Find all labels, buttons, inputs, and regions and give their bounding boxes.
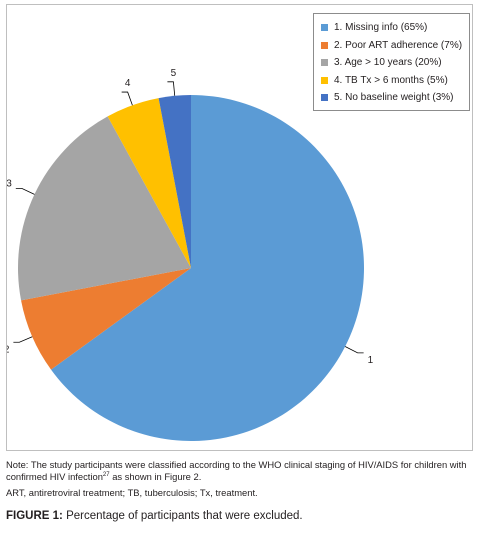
legend-label-1: 1. Missing info (65%): [334, 22, 428, 34]
legend-swatch-3: [321, 59, 328, 67]
chart-frame: 1 2 3 4 5 1. Missing info (65%) 2. Poor ART a…: [6, 4, 473, 451]
note-line-2: ART, antiretroviral treatment; TB, tuber…: [6, 487, 258, 498]
slice-label-4: 4: [125, 78, 131, 89]
legend-label-3: 3. Age > 10 years (20%): [334, 57, 442, 69]
legend-swatch-1: [321, 24, 328, 32]
legend: 1. Missing info (65%) 2. Poor ART adheren…: [313, 13, 470, 111]
figure-caption: FIGURE 1: Percentage of participants tha…: [6, 510, 303, 522]
legend-item-5: 5. No baseline weight (3%): [321, 89, 469, 107]
slice-label-2: 2: [7, 344, 10, 355]
leader-line-5: [167, 81, 176, 96]
pie-slice-3: [17, 116, 191, 301]
citation-superscript: 27: [102, 471, 110, 478]
leader-line-3: [15, 187, 35, 195]
pie-slice-4: [107, 98, 191, 269]
pie-slice-5: [158, 95, 191, 268]
legend-label-4: 4. TB Tx > 6 months (5%): [334, 74, 448, 86]
pie-slice-2: [21, 268, 192, 370]
pie-chart: 1 2 3 4 5: [7, 68, 374, 442]
slice-label-3: 3: [7, 178, 12, 189]
legend-item-2: 2. Poor ART adherence (7%): [321, 37, 469, 55]
legend-swatch-2: [321, 41, 328, 49]
leader-line-1: [344, 346, 364, 354]
slice-label-1: 1: [368, 355, 374, 366]
legend-swatch-4: [321, 76, 328, 84]
leader-line-2: [13, 336, 33, 343]
slice-label-5: 5: [171, 68, 177, 79]
legend-item-3: 3. Age > 10 years (20%): [321, 54, 469, 72]
legend-label-2: 2. Poor ART adherence (7%): [334, 39, 463, 51]
legend-label-5: 5. No baseline weight (3%): [334, 92, 454, 104]
legend-item-1: 1. Missing info (65%): [321, 19, 469, 37]
note-line-1: Note: The study participants were classi…: [6, 459, 467, 482]
caption-label: FIGURE 1:: [6, 510, 63, 522]
pie-slice-1: [51, 95, 364, 442]
legend-item-4: 4. TB Tx > 6 months (5%): [321, 72, 469, 90]
leader-line-4: [121, 91, 133, 106]
caption-text: Percentage of participants that were exc…: [62, 510, 303, 522]
legend-swatch-5: [321, 94, 328, 102]
figure-notes: Note: The study participants were classi…: [6, 459, 476, 503]
